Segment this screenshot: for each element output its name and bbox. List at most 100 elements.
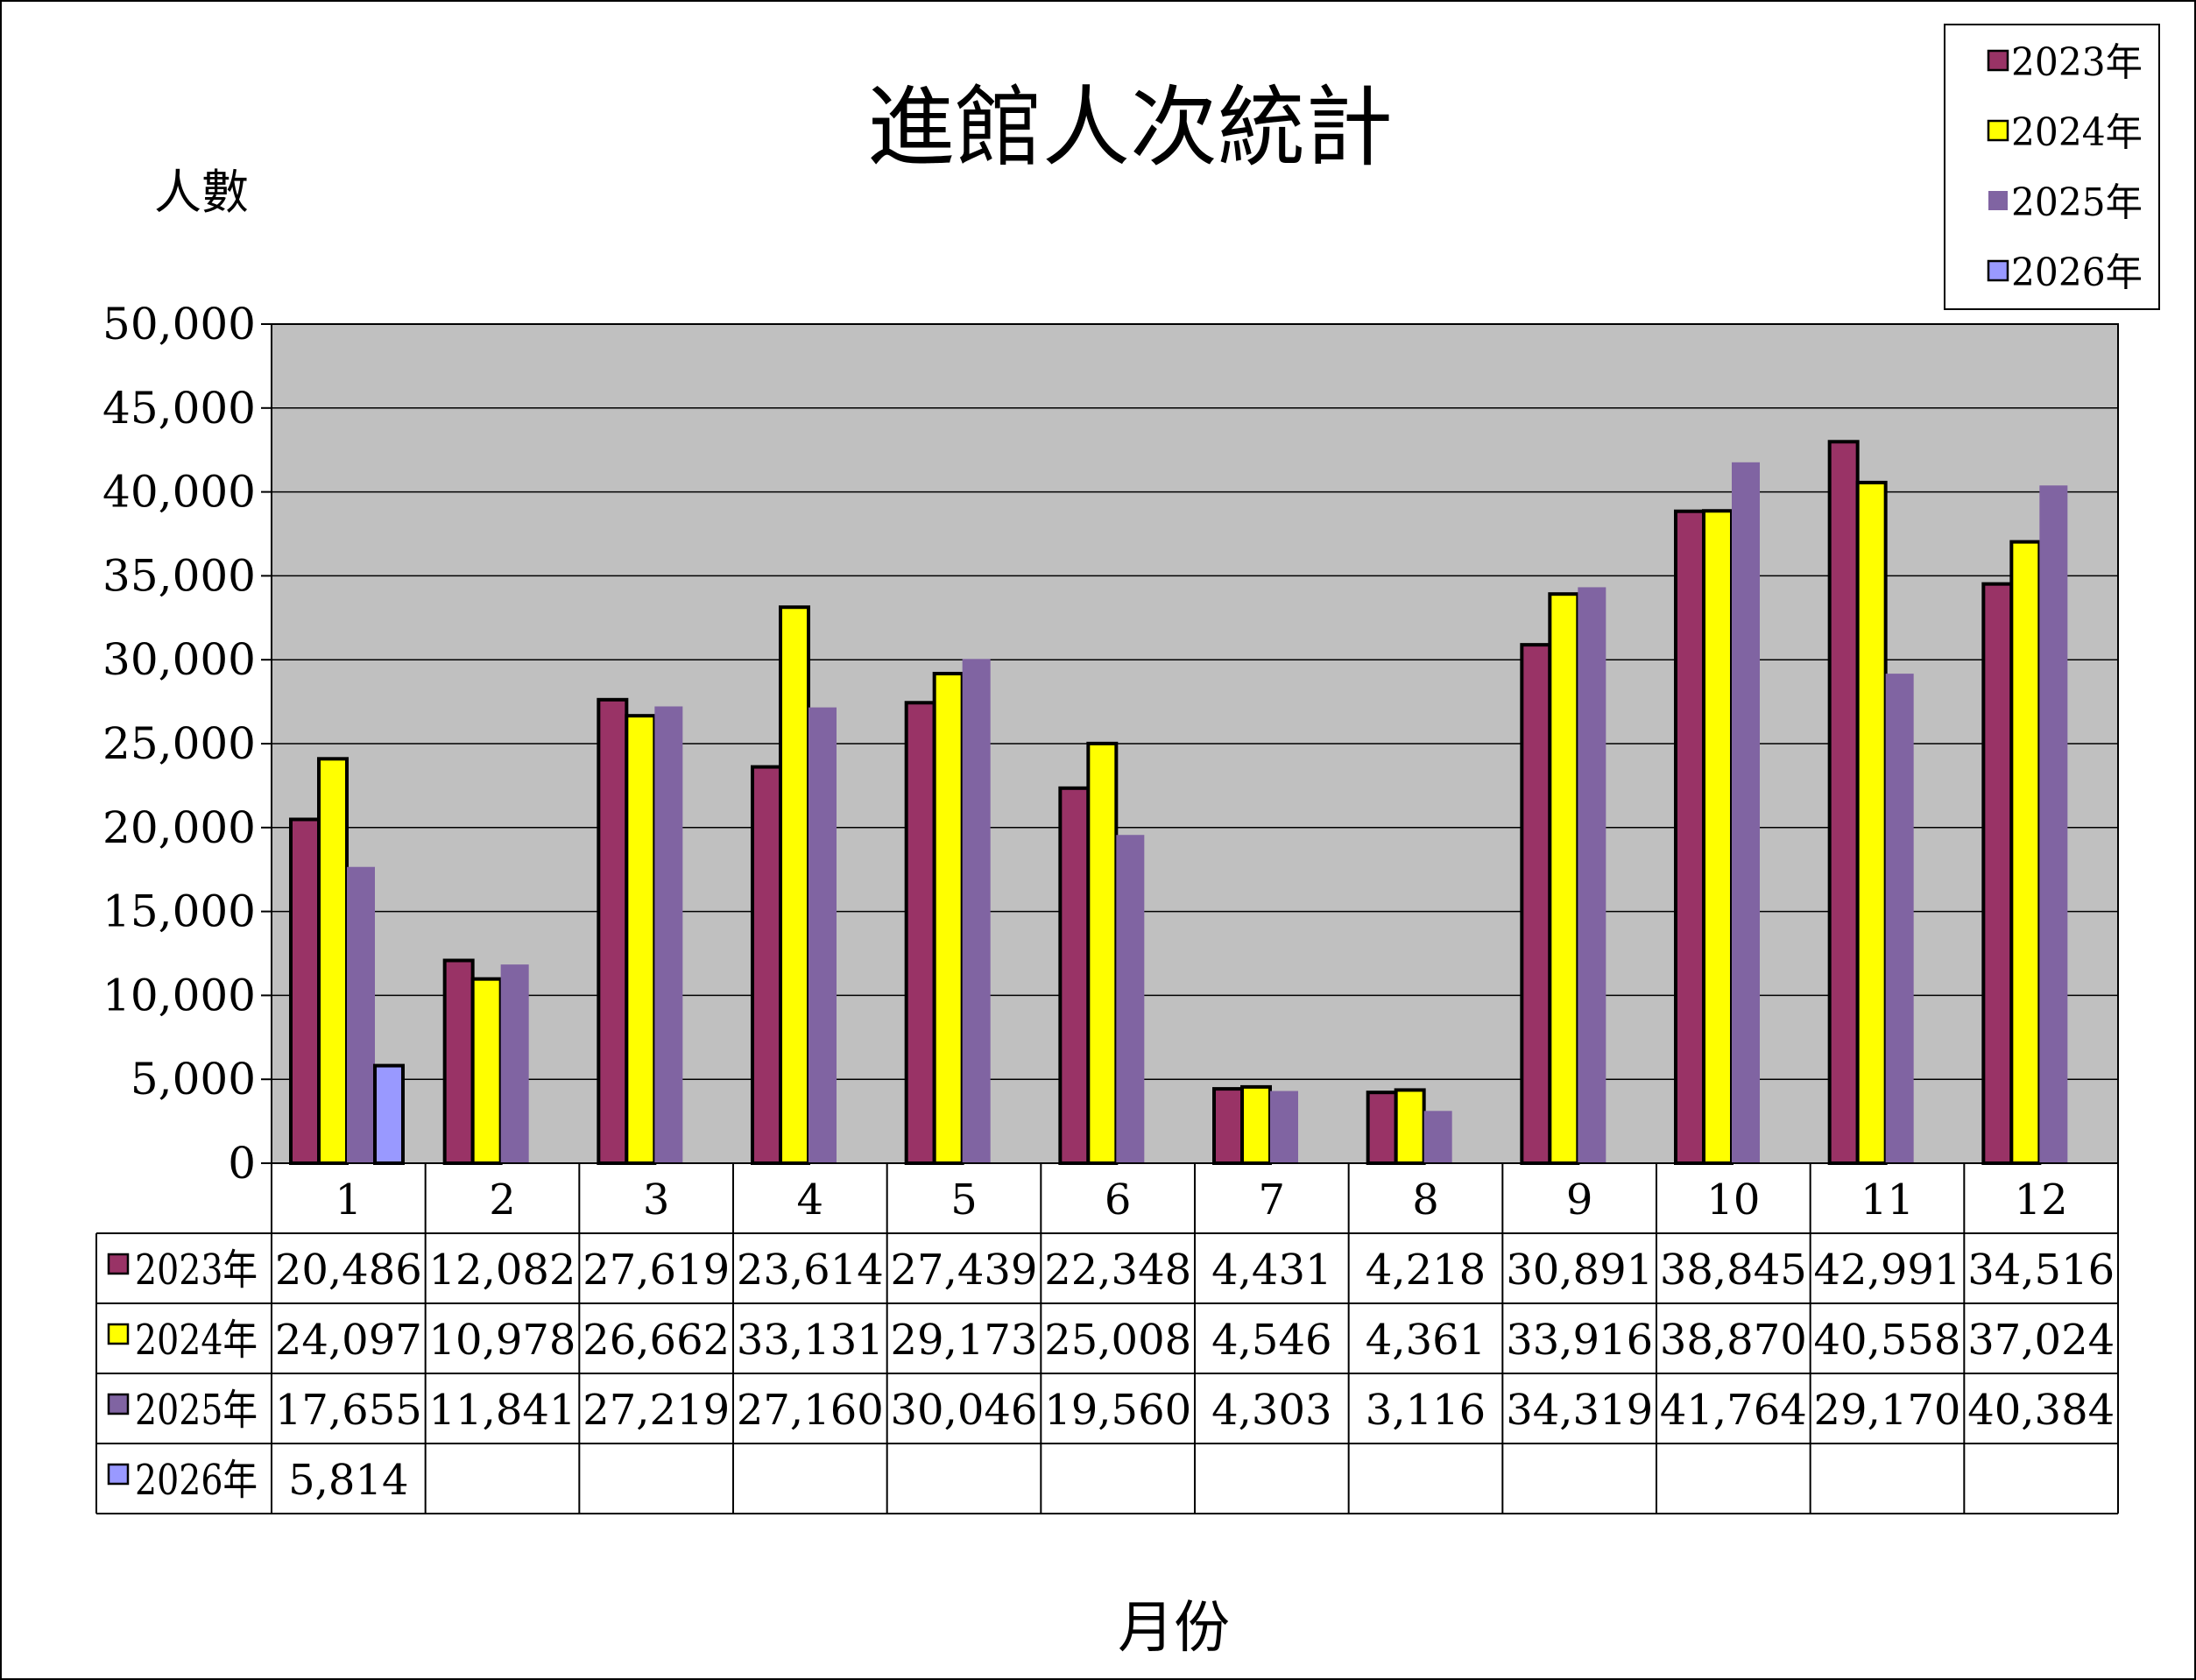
table-cell-value: 27,219 — [583, 1386, 730, 1435]
y-tick-label: 0 — [228, 1138, 256, 1189]
bar — [808, 707, 837, 1163]
table-series-name: 2026年 — [135, 1456, 258, 1505]
bar — [1394, 1088, 1426, 1165]
bar — [1520, 643, 1552, 1165]
bar — [317, 757, 349, 1165]
table-legend-key — [107, 1393, 130, 1415]
table-cell-value: 30,046 — [891, 1386, 1038, 1435]
bar — [1086, 741, 1119, 1166]
bar — [1885, 674, 1914, 1163]
bar — [2009, 540, 2042, 1165]
table-cell-value: 37,024 — [1967, 1316, 2115, 1365]
table-cell-value: 4,218 — [1366, 1246, 1486, 1295]
x-tick-label: 6 — [1105, 1175, 1132, 1225]
bar — [373, 1063, 405, 1165]
bar — [779, 605, 810, 1165]
table-cell-value: 4,361 — [1366, 1316, 1486, 1365]
table-cell-value: 41,764 — [1660, 1386, 1807, 1435]
table-legend-key — [107, 1463, 130, 1486]
table-cell-value: 40,384 — [1967, 1386, 2115, 1435]
bar — [1578, 587, 1606, 1163]
bar — [1702, 509, 1733, 1165]
legend-key — [1988, 191, 2008, 210]
table-cell-value: 4,431 — [1211, 1246, 1331, 1295]
legend-label: 2026年 — [2011, 251, 2143, 295]
table-cell-value: 27,619 — [583, 1246, 730, 1295]
y-tick-label: 15,000 — [102, 886, 256, 937]
legend-box — [1944, 24, 2160, 310]
x-tick-label: 3 — [643, 1175, 670, 1225]
table-cell-value: 30,891 — [1506, 1246, 1653, 1295]
legend-key — [1987, 49, 2009, 72]
table-cell-value: 10,978 — [429, 1316, 576, 1365]
bar — [1240, 1084, 1272, 1166]
bar — [625, 714, 657, 1165]
table-cell-value: 34,516 — [1967, 1246, 2115, 1295]
bar — [1981, 582, 2014, 1165]
bar — [1855, 480, 1888, 1165]
y-tick-label: 25,000 — [102, 718, 256, 769]
table-cell-value: 29,173 — [891, 1316, 1038, 1365]
x-tick-label: 12 — [2015, 1175, 2068, 1225]
y-axis-label: 人數 — [154, 165, 249, 220]
bar — [1058, 786, 1091, 1165]
legend: 2023年 2024年 2025年 2026年 — [1944, 24, 2160, 310]
bar — [1212, 1087, 1244, 1166]
table-cell-value: 11,841 — [429, 1386, 576, 1435]
bar — [962, 659, 991, 1163]
chart-title: 進館人次統計 — [867, 76, 1393, 179]
bar — [1732, 462, 1760, 1163]
legend-label: 2025年 — [2011, 180, 2143, 225]
x-tick-label: 4 — [797, 1175, 824, 1225]
y-tick-label: 50,000 — [102, 299, 256, 349]
table-cell-value: 38,845 — [1660, 1246, 1807, 1295]
y-tick-label: 20,000 — [102, 802, 256, 853]
bar — [1548, 592, 1580, 1165]
table-cell-value: 42,991 — [1814, 1246, 1961, 1295]
y-tick-label: 40,000 — [102, 467, 256, 518]
y-tick-label: 45,000 — [102, 383, 256, 434]
bar — [1366, 1091, 1398, 1165]
table-cell-value: 4,303 — [1211, 1386, 1331, 1435]
table-cell-value: 40,558 — [1814, 1316, 1961, 1365]
table-cell-value: 3,116 — [1366, 1386, 1486, 1435]
bar — [1423, 1111, 1452, 1163]
bar — [1270, 1091, 1298, 1163]
table-cell-value: 25,008 — [1044, 1316, 1191, 1365]
table-cell-value: 22,348 — [1044, 1246, 1191, 1295]
bar — [442, 958, 475, 1166]
x-tick-label: 8 — [1412, 1175, 1439, 1225]
table-legend-key — [107, 1323, 130, 1345]
y-tick-label: 30,000 — [102, 634, 256, 685]
table-cell-value: 38,870 — [1660, 1316, 1807, 1365]
table-series-name: 2024年 — [135, 1316, 258, 1365]
x-tick-label: 5 — [950, 1175, 978, 1225]
table-cell-value: 19,560 — [1044, 1386, 1191, 1435]
bar — [289, 817, 321, 1165]
y-tick-label: 35,000 — [102, 550, 256, 601]
table-cell-value: 27,439 — [891, 1246, 1038, 1295]
table-cell-value: 27,160 — [737, 1386, 884, 1435]
x-tick-label: 11 — [1861, 1175, 1914, 1225]
legend-key — [1987, 119, 2009, 142]
bar — [1116, 835, 1145, 1163]
table-cell-value: 23,614 — [737, 1246, 884, 1295]
x-tick-label: 2 — [489, 1175, 516, 1225]
legend-key — [1987, 259, 2009, 282]
bar — [597, 697, 629, 1165]
table-cell-value: 17,655 — [275, 1386, 422, 1435]
x-axis-label: 月份 — [1118, 1596, 1230, 1661]
x-tick-label: 9 — [1566, 1175, 1593, 1225]
legend-label: 2024年 — [2011, 110, 2143, 155]
table-cell-value: 12,082 — [429, 1246, 576, 1295]
y-tick-label: 10,000 — [102, 970, 256, 1020]
x-tick-label: 7 — [1259, 1175, 1286, 1225]
bar — [470, 977, 503, 1165]
bar — [347, 866, 375, 1163]
bar — [654, 706, 683, 1163]
table-series-name: 2025年 — [135, 1386, 258, 1435]
x-tick-label: 1 — [335, 1175, 363, 1225]
table-cell-value: 5,814 — [288, 1456, 408, 1505]
